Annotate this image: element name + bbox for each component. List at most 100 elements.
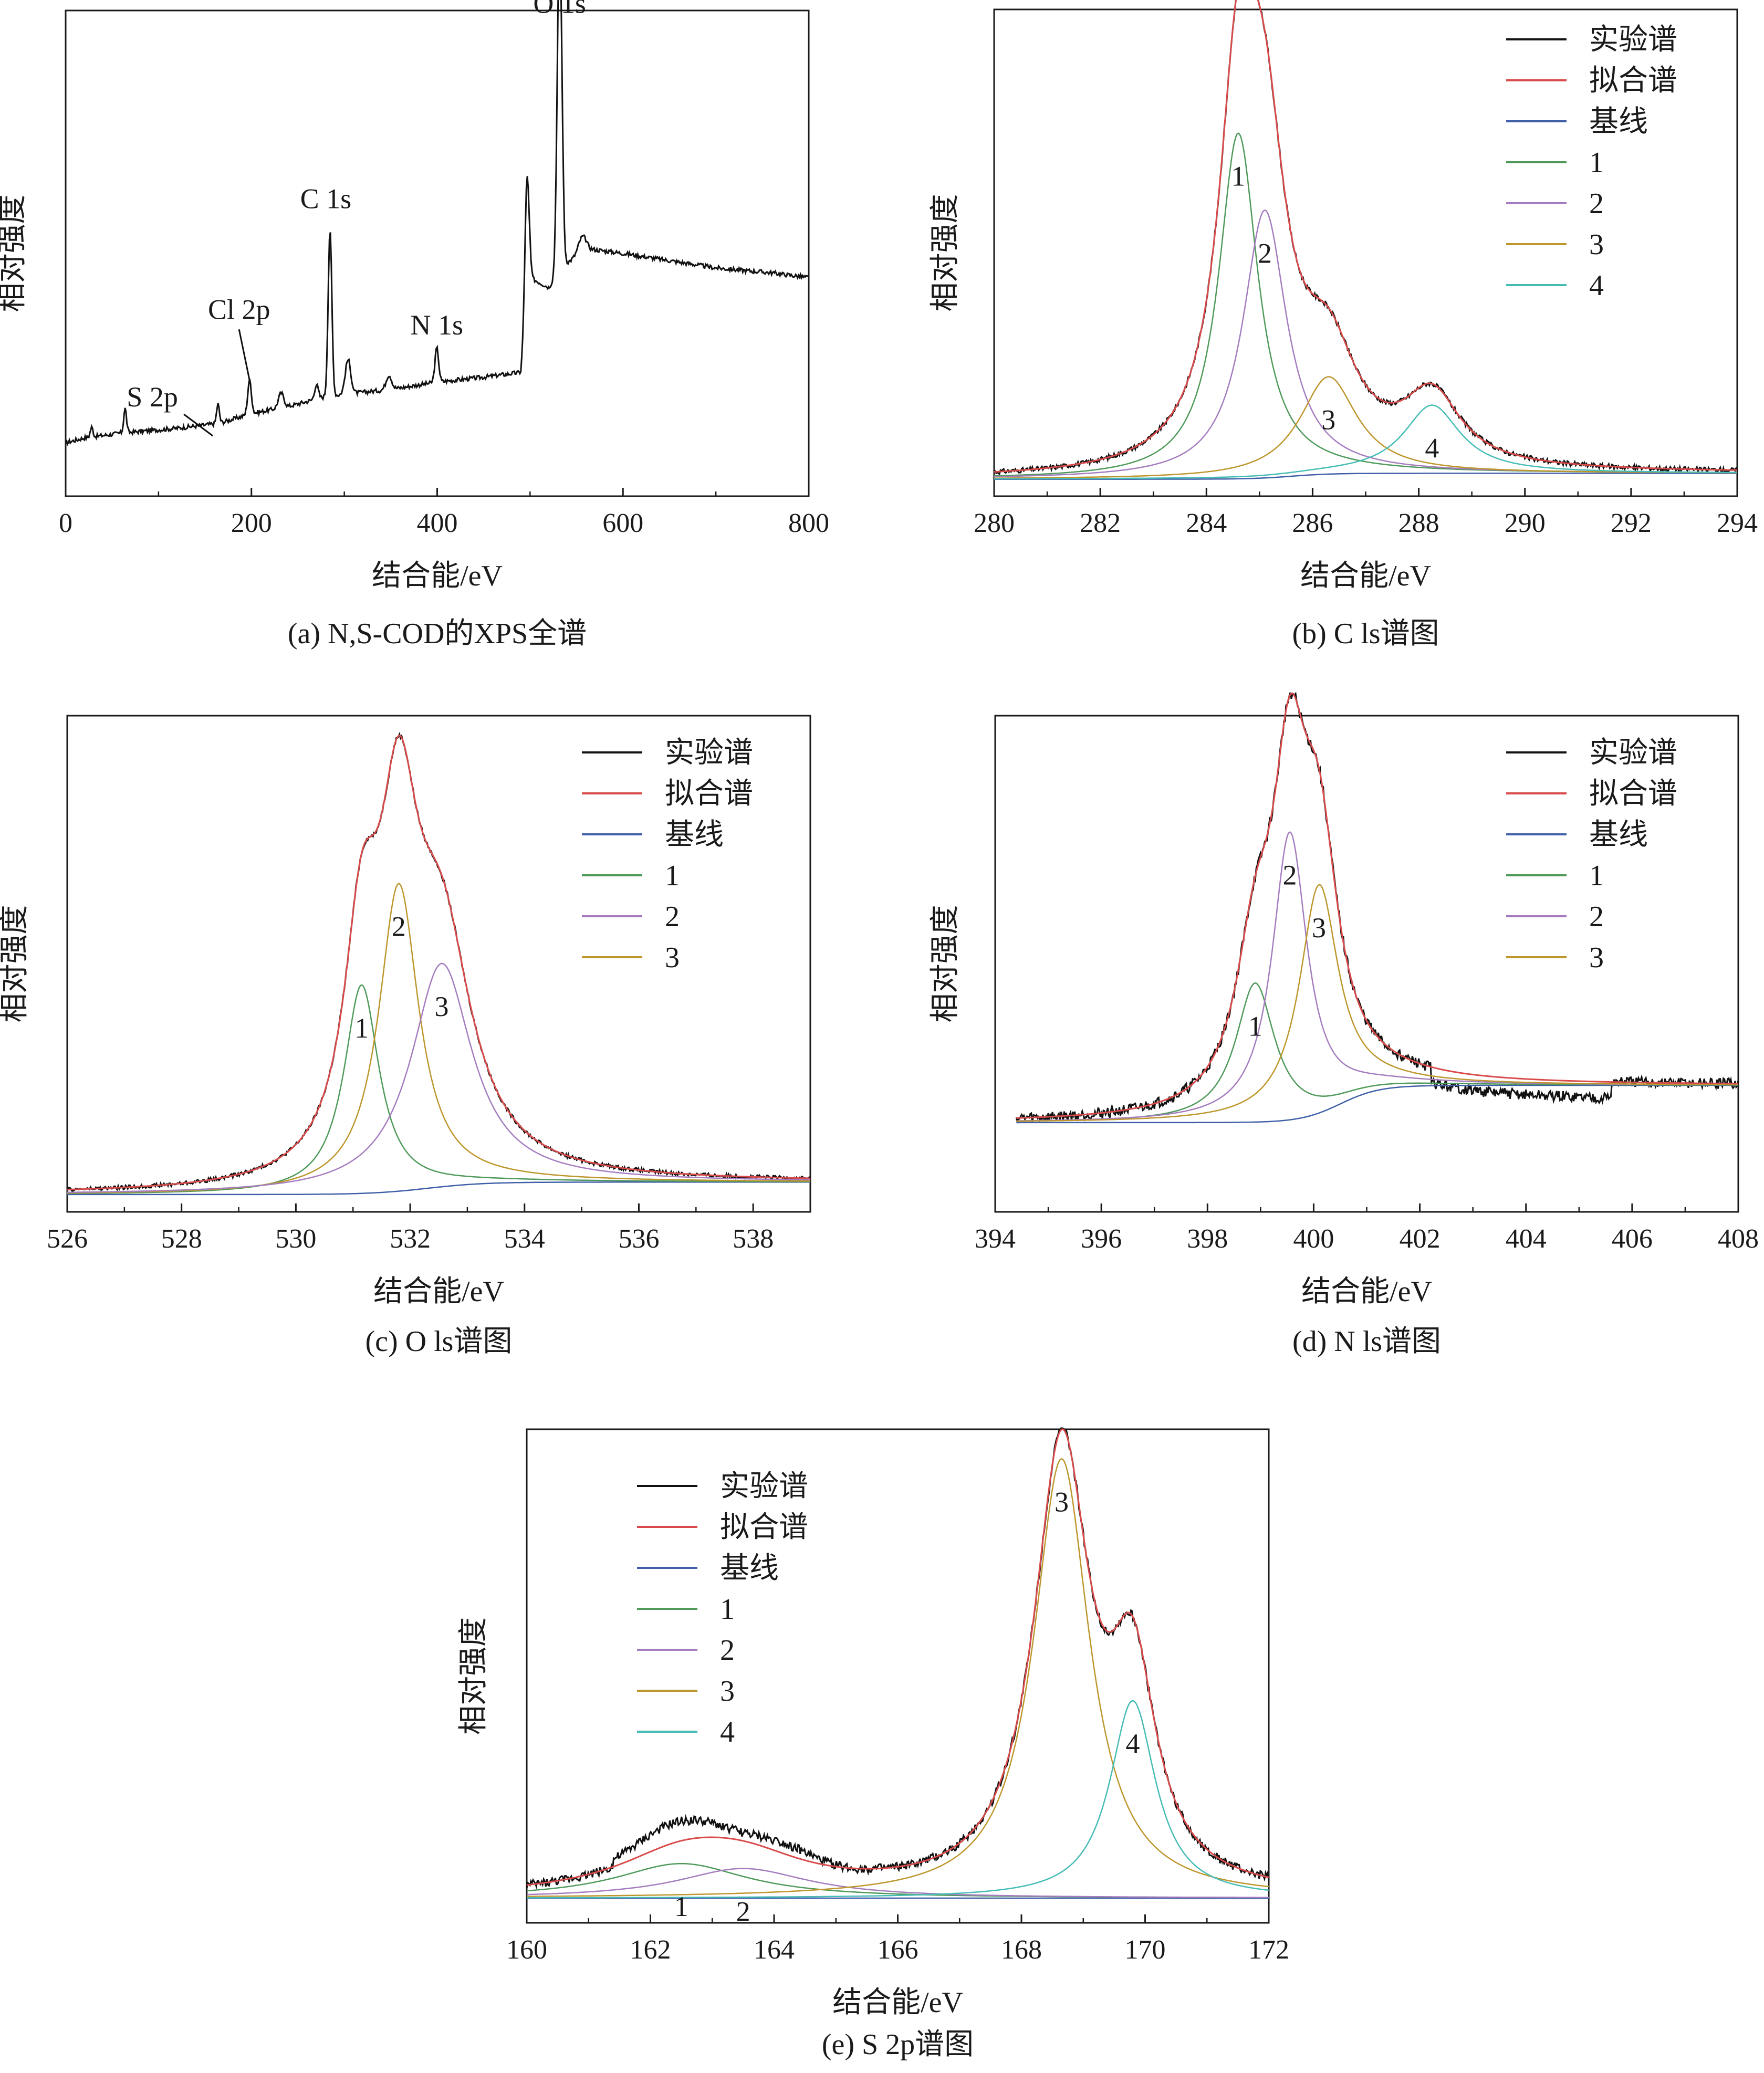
legend-label: 实验谱 xyxy=(1589,24,1677,56)
legend-label: 基线 xyxy=(1589,106,1648,138)
component-3-label: 3 xyxy=(1321,404,1335,436)
component-2-label: 2 xyxy=(392,911,406,943)
legend-label: 实验谱 xyxy=(665,737,753,769)
component-2-line xyxy=(526,1868,1269,1898)
fitted-line xyxy=(526,1428,1269,1886)
baseline-line xyxy=(994,473,1737,480)
x-tick-label: 408 xyxy=(1718,1224,1759,1254)
x-tick-label: 282 xyxy=(1080,508,1121,538)
x-tick-label: 286 xyxy=(1292,508,1333,538)
x-tick-label: 400 xyxy=(417,508,458,538)
component-3-label: 3 xyxy=(1055,1486,1069,1517)
s2p-label: S 2p xyxy=(127,381,178,413)
x-tick-label: 170 xyxy=(1125,1935,1166,1965)
legend-label: 实验谱 xyxy=(720,1470,808,1503)
panel-b: 280 282 284 286 288 290 292 294 结合能/eV 相对强度 (b) C … xyxy=(929,0,1758,650)
peak-annotations: S 2p Cl 2p C 1s N 1s O 1s xyxy=(127,0,586,437)
x-tick-label: 290 xyxy=(1505,508,1546,538)
x-axis-title: 结合能/eV xyxy=(373,1275,504,1308)
panel-caption: (a) N,S-COD的XPS全谱 xyxy=(288,617,587,650)
legend-label: 拟合谱 xyxy=(720,1511,808,1544)
panel-a: 0 200 400 600 800 结合能/eV 相对强度 (a) N,S-COD的XPS全谱… xyxy=(0,0,829,650)
x-tick-label: 800 xyxy=(788,508,829,538)
legend-label: 4 xyxy=(1589,269,1604,302)
cl2p-label: Cl 2p xyxy=(208,294,270,325)
legend-label: 拟合谱 xyxy=(1589,778,1677,810)
component-1-label: 1 xyxy=(354,1012,369,1044)
plot-frame xyxy=(66,715,811,1213)
legend-label: 1 xyxy=(1589,146,1604,179)
component-1-line xyxy=(1016,982,1738,1122)
x-tick-label: 164 xyxy=(754,1935,795,1965)
x-tick-label: 404 xyxy=(1506,1224,1547,1254)
panel-caption: (e) S 2p谱图 xyxy=(822,2028,974,2061)
component-3-line xyxy=(994,376,1737,479)
component-4-label: 4 xyxy=(1125,1728,1140,1760)
y-axis-title: 相对强度 xyxy=(929,194,962,312)
x-tick-label: 284 xyxy=(1186,508,1227,538)
legend-label: 实验谱 xyxy=(1589,737,1677,769)
x-tick-label: 172 xyxy=(1248,1935,1289,1965)
component-4-label: 4 xyxy=(1425,433,1439,464)
x-tick-label: 406 xyxy=(1612,1224,1653,1254)
baseline-line xyxy=(1016,1084,1738,1124)
component-1-label: 1 xyxy=(1248,1010,1262,1042)
legend-label: 3 xyxy=(720,1675,735,1708)
x-tick-label: 200 xyxy=(231,508,272,538)
x-tick-label: 532 xyxy=(390,1224,431,1254)
component-2-line xyxy=(67,883,810,1194)
x-tick-label: 292 xyxy=(1611,508,1652,538)
component-2-label: 2 xyxy=(1258,237,1272,269)
component-2-label: 2 xyxy=(1282,860,1297,891)
legend-label: 1 xyxy=(1589,860,1604,892)
x-tick-label: 0 xyxy=(59,508,72,538)
x-tick-label: 280 xyxy=(974,508,1015,538)
x-tick-label: 168 xyxy=(1001,1935,1042,1965)
x-tick-label: 288 xyxy=(1398,508,1439,538)
component-3-line xyxy=(1016,884,1738,1122)
legend-label: 3 xyxy=(1589,228,1604,261)
component-3-label: 3 xyxy=(1312,912,1326,944)
legend-label: 1 xyxy=(720,1593,735,1626)
x-axis-title: 结合能/eV xyxy=(372,560,503,592)
panel-c: 526 528 530 532 534 536 538 结合能/eV 相对强度 (c) O ls谱… xyxy=(0,715,811,1358)
panel-d: 394 396 398 400 402 404 406 408 结合能/eV 相对强度 (d) N … xyxy=(929,692,1759,1358)
panel-e: 160 162 164 166 168 170 172 结合能/eV 相对强度 (e) S 2p谱… xyxy=(457,1427,1289,2061)
legend-label: 拟合谱 xyxy=(1589,65,1677,97)
component-1-line xyxy=(994,132,1737,477)
legend-label: 4 xyxy=(720,1716,735,1749)
fitted-line xyxy=(994,0,1738,473)
x-tick-label: 166 xyxy=(878,1935,918,1965)
panel-caption: (b) C ls谱图 xyxy=(1292,617,1439,650)
s2p-leader-line xyxy=(183,413,213,437)
x-tick-label: 402 xyxy=(1400,1224,1441,1254)
x-tick-label: 534 xyxy=(504,1224,545,1254)
legend-label: 3 xyxy=(1589,941,1604,974)
x-tick-label: 526 xyxy=(47,1224,88,1254)
c1s-label: C 1s xyxy=(300,183,352,214)
component-1-label: 1 xyxy=(674,1891,688,1922)
legend-label: 基线 xyxy=(720,1552,779,1585)
component-4-line xyxy=(527,1700,1269,1899)
fitted-line xyxy=(1016,692,1738,1119)
experimental-line xyxy=(526,1427,1270,1890)
component-2-label: 2 xyxy=(736,1896,750,1928)
component-4-line xyxy=(994,404,1737,480)
legend-label: 2 xyxy=(1589,187,1604,220)
x-axis-title: 结合能/eV xyxy=(1301,1275,1432,1308)
component-2-line xyxy=(994,210,1737,477)
fitted-line xyxy=(67,735,811,1191)
baseline-line xyxy=(67,1181,810,1196)
component-3-label: 3 xyxy=(434,991,448,1022)
x-tick-label: 600 xyxy=(602,508,643,538)
component-3-line xyxy=(67,962,810,1193)
x-tick-label: 162 xyxy=(630,1935,671,1965)
legend-label: 3 xyxy=(665,941,680,974)
o1s-label: O 1s xyxy=(533,0,586,19)
component-3-line xyxy=(527,1458,1269,1897)
